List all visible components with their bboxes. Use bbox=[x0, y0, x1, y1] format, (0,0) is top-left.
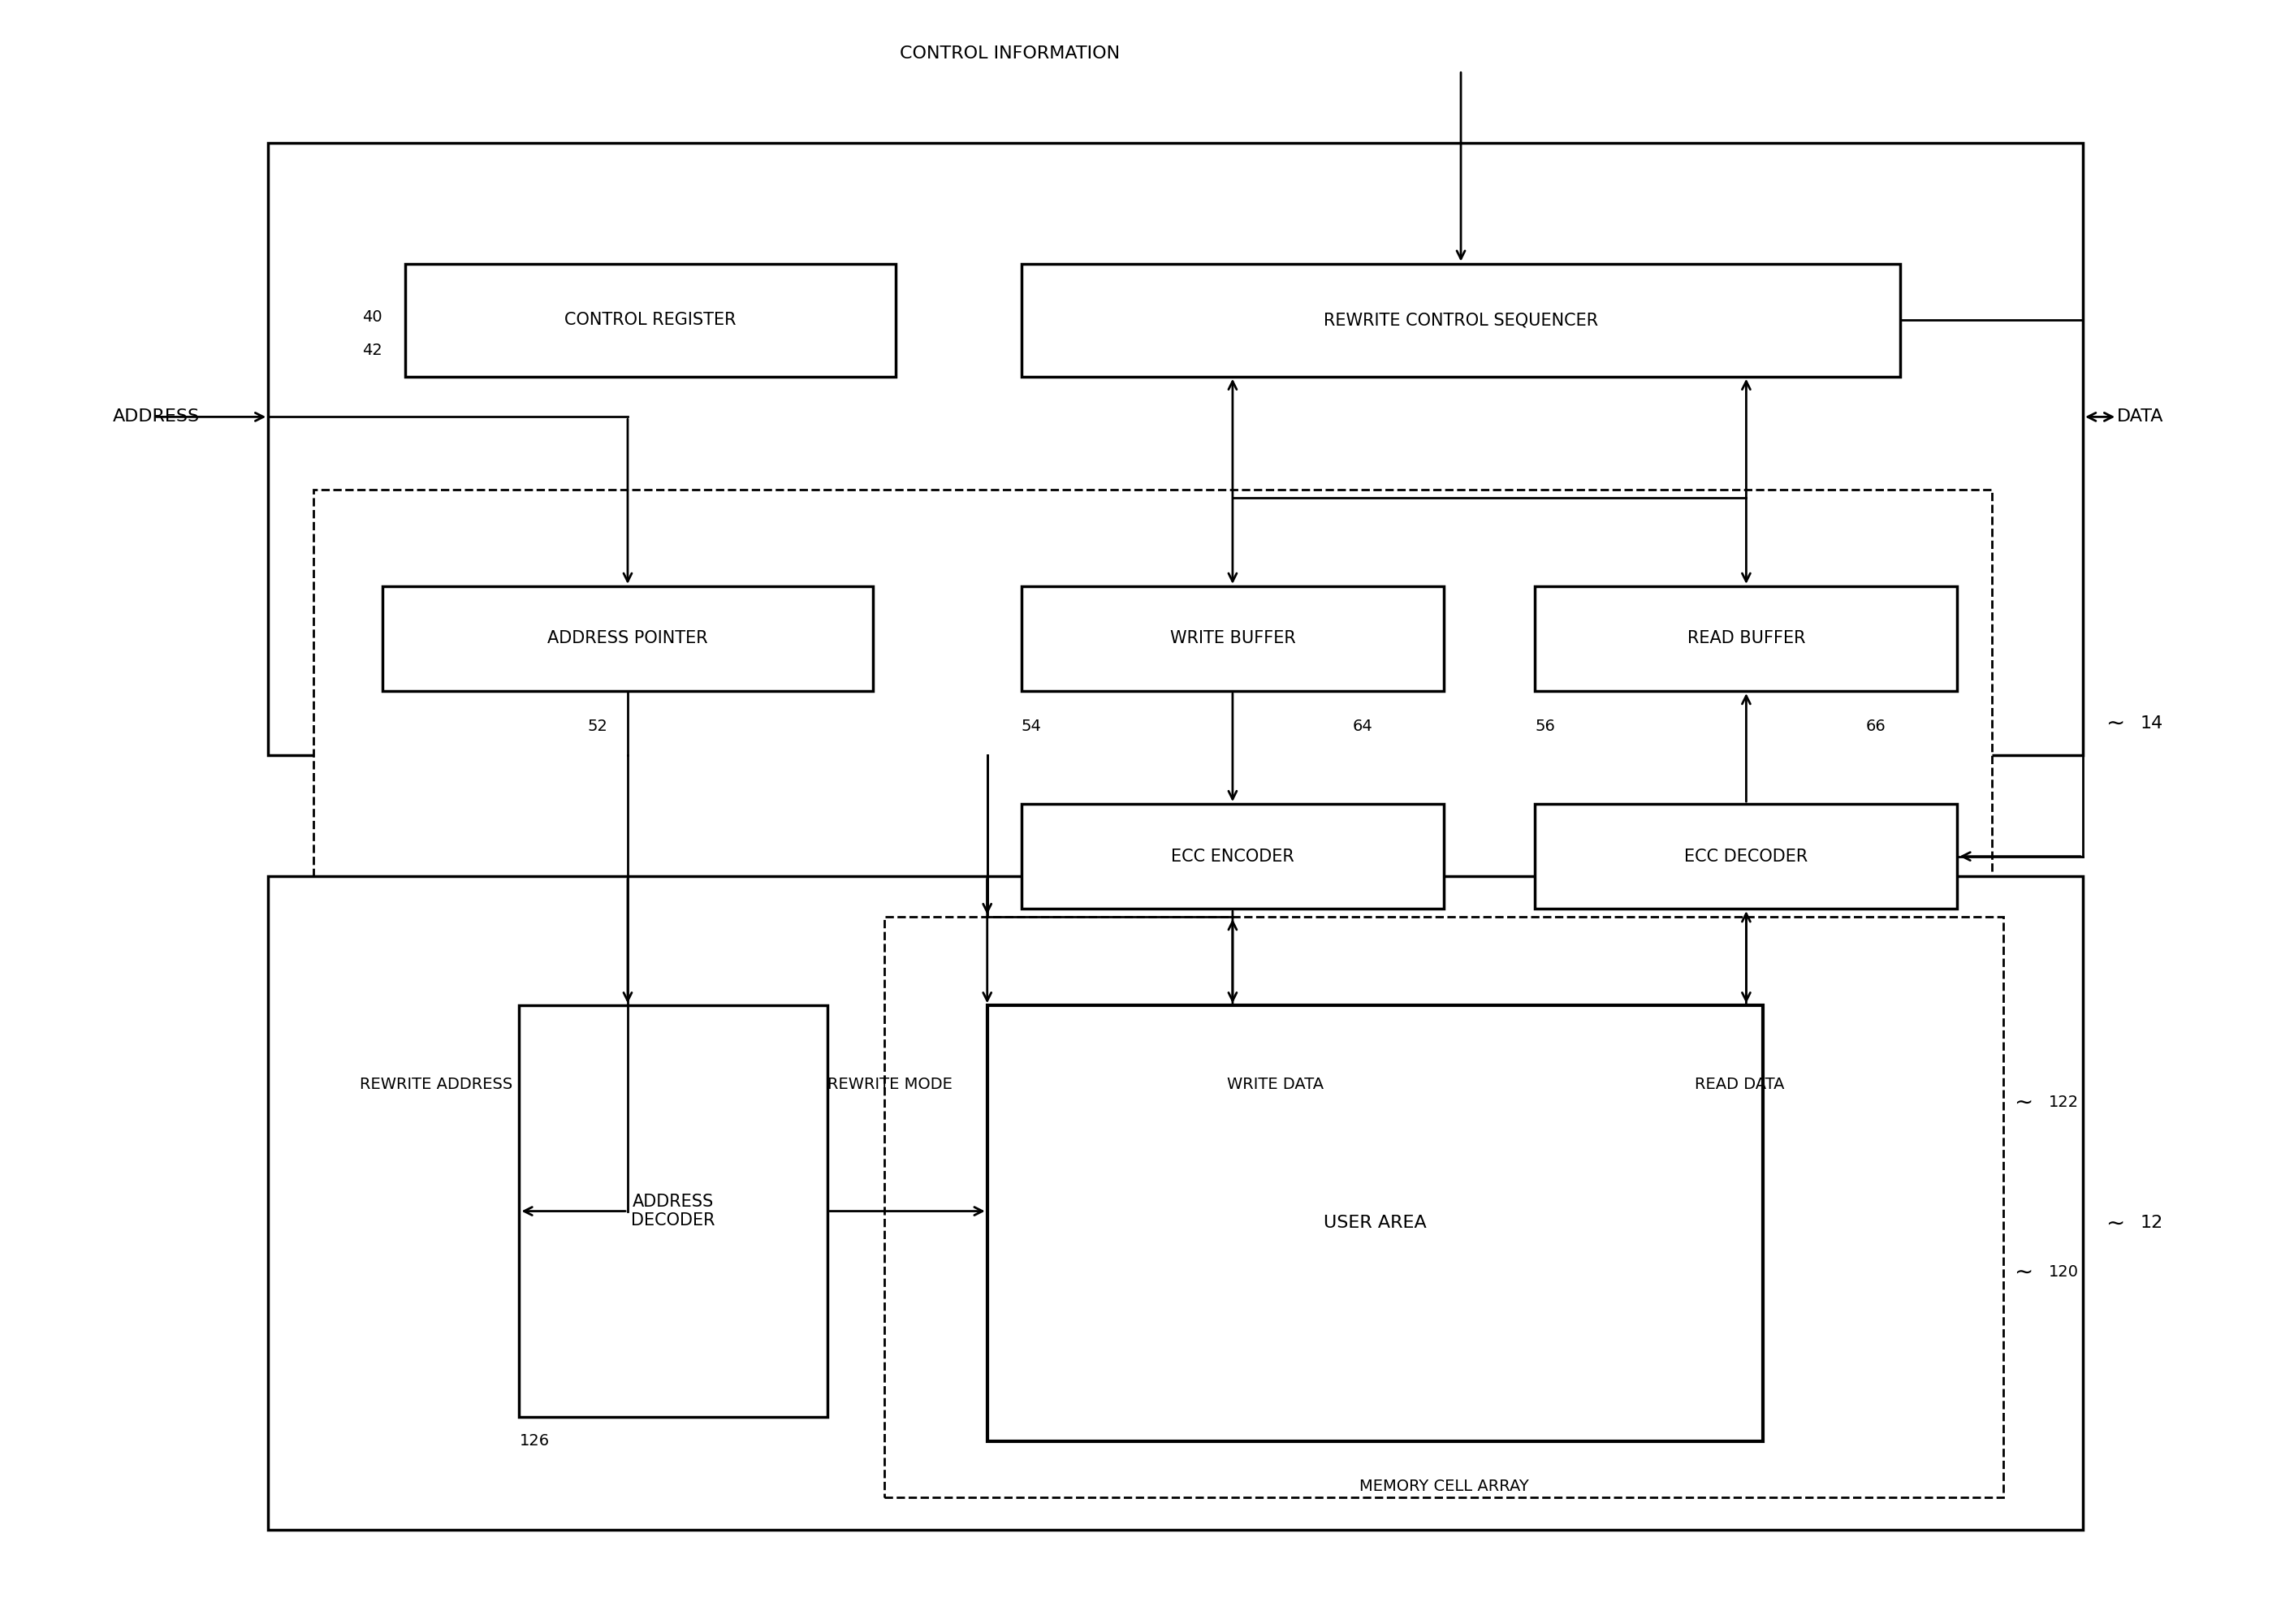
Text: CONTROL INFORMATION: CONTROL INFORMATION bbox=[899, 45, 1119, 62]
Text: ECC DECODER: ECC DECODER bbox=[1684, 848, 1808, 864]
Bar bbox=[383, 586, 874, 692]
Text: WRITE BUFFER: WRITE BUFFER bbox=[1170, 630, 1296, 646]
Text: ADDRESS: ADDRESS bbox=[112, 409, 200, 425]
Bar bbox=[268, 877, 2083, 1530]
Text: 14: 14 bbox=[2140, 715, 2163, 731]
Bar bbox=[1021, 804, 1443, 909]
Text: READ DATA: READ DATA bbox=[1695, 1077, 1785, 1091]
Text: ∼: ∼ bbox=[2014, 1260, 2032, 1283]
Text: 66: 66 bbox=[1865, 718, 1886, 734]
Text: 126: 126 bbox=[518, 1432, 548, 1449]
Text: 52: 52 bbox=[587, 718, 608, 734]
Text: 12: 12 bbox=[2140, 1215, 2163, 1231]
Bar bbox=[314, 489, 1991, 1046]
Bar bbox=[1021, 586, 1443, 692]
Bar bbox=[1021, 263, 1899, 377]
Bar bbox=[986, 1005, 1764, 1440]
Bar bbox=[1535, 586, 1957, 692]
Text: ∼: ∼ bbox=[2106, 711, 2124, 734]
Text: READ BUFFER: READ BUFFER bbox=[1686, 630, 1805, 646]
Text: DATA: DATA bbox=[2117, 409, 2163, 425]
Text: 120: 120 bbox=[2049, 1263, 2078, 1280]
Text: ECC ENCODER: ECC ENCODER bbox=[1170, 848, 1294, 864]
Bar bbox=[518, 1005, 828, 1416]
Text: ADDRESS POINTER: ADDRESS POINTER bbox=[548, 630, 709, 646]
Bar bbox=[406, 263, 897, 377]
Text: ADDRESS
DECODER: ADDRESS DECODER bbox=[631, 1194, 716, 1229]
Text: USER AREA: USER AREA bbox=[1324, 1215, 1427, 1231]
Text: 54: 54 bbox=[1021, 718, 1041, 734]
Bar bbox=[268, 143, 2083, 755]
Text: REWRITE ADDRESS: REWRITE ADDRESS bbox=[360, 1077, 512, 1091]
Text: MEMORY CELL ARRAY: MEMORY CELL ARRAY bbox=[1358, 1479, 1528, 1494]
Text: REWRITE CONTROL SEQUENCER: REWRITE CONTROL SEQUENCER bbox=[1324, 312, 1599, 328]
Text: REWRITE MODE: REWRITE MODE bbox=[828, 1077, 952, 1091]
Text: 40: 40 bbox=[362, 309, 383, 325]
Text: 56: 56 bbox=[1535, 718, 1555, 734]
Text: ∼: ∼ bbox=[2106, 1212, 2124, 1234]
Text: 64: 64 bbox=[1353, 718, 1372, 734]
Text: CONTROL REGISTER: CONTROL REGISTER bbox=[564, 312, 736, 328]
Text: 42: 42 bbox=[362, 343, 383, 359]
Text: ∼: ∼ bbox=[2014, 1091, 2032, 1114]
Bar bbox=[1535, 804, 1957, 909]
Bar bbox=[885, 918, 2003, 1497]
Text: 122: 122 bbox=[2049, 1095, 2078, 1111]
Text: WRITE DATA: WRITE DATA bbox=[1227, 1077, 1324, 1091]
